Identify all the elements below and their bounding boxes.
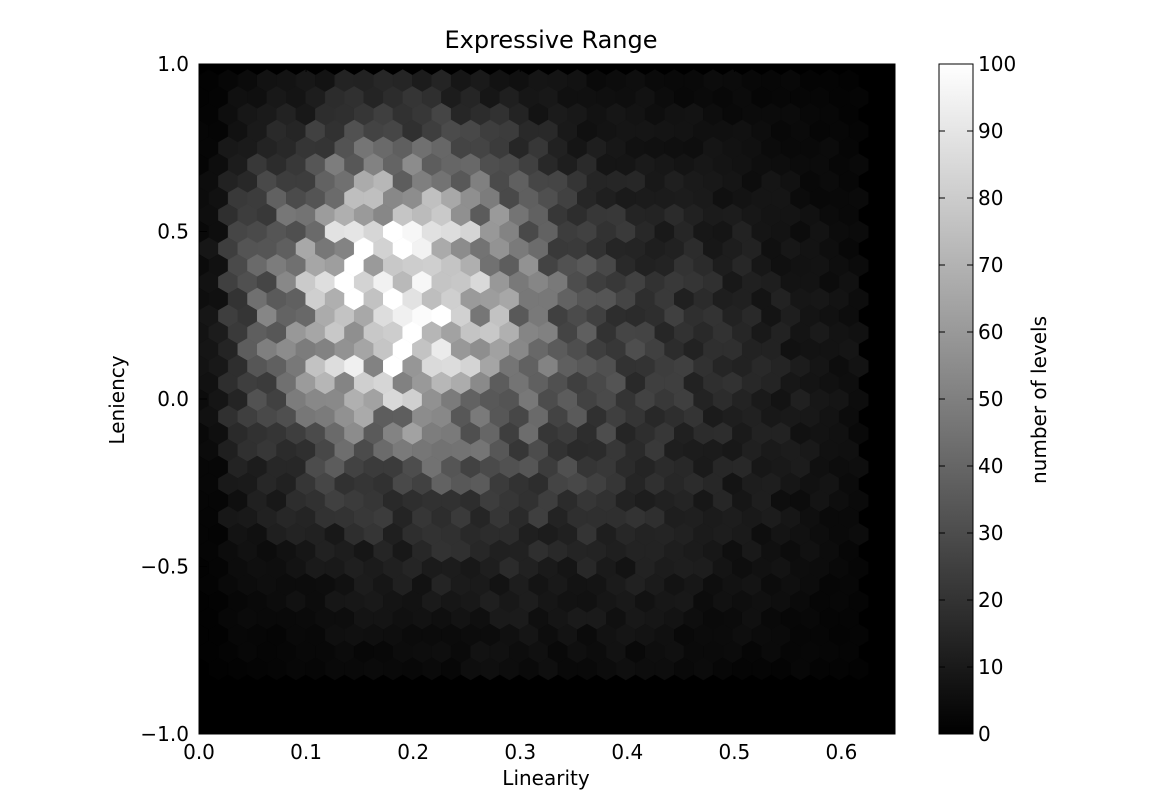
colorbar-tick-label: 90 bbox=[978, 119, 1003, 143]
x-tick-label: 0.0 bbox=[183, 740, 215, 764]
colorbar-tick-label: 60 bbox=[978, 320, 1003, 344]
x-tick-label: 0.1 bbox=[290, 740, 322, 764]
y-axis-label: Leniency bbox=[105, 355, 129, 444]
x-tick-label: 0.6 bbox=[826, 740, 858, 764]
colorbar-tick-label: 50 bbox=[978, 387, 1003, 411]
colorbar-tick-label: 70 bbox=[978, 253, 1003, 277]
hexbin-cells bbox=[199, 69, 869, 681]
x-tick-label: 0.3 bbox=[504, 740, 536, 764]
colorbar-tick-label: 0 bbox=[978, 722, 991, 746]
y-axis-ticks: −1.0 −0.5 0.0 0.5 1.0 bbox=[140, 52, 895, 746]
y-tick-label: 0.5 bbox=[157, 220, 189, 244]
y-tick-label: −0.5 bbox=[140, 555, 189, 579]
colorbar-tick-label: 80 bbox=[978, 186, 1003, 210]
colorbar-ticks: 0 10 20 30 40 50 60 70 80 90 100 bbox=[939, 52, 1016, 746]
y-tick-label: 0.0 bbox=[157, 387, 189, 411]
hex-cell bbox=[848, 657, 869, 681]
colorbar-tick-label: 10 bbox=[978, 655, 1003, 679]
x-tick-label: 0.4 bbox=[611, 740, 643, 764]
chart-title: Expressive Range bbox=[444, 26, 657, 54]
x-axis-label: Linearity bbox=[502, 766, 590, 790]
y-tick-label: −1.0 bbox=[140, 722, 189, 746]
y-tick-label: 1.0 bbox=[157, 52, 189, 76]
x-axis-ticks: 0.0 0.1 0.2 0.3 0.4 0.5 0.6 bbox=[183, 64, 857, 764]
colorbar-tick-label: 100 bbox=[978, 52, 1016, 76]
x-tick-label: 0.5 bbox=[718, 740, 750, 764]
colorbar-tick-label: 30 bbox=[978, 521, 1003, 545]
x-tick-label: 0.2 bbox=[397, 740, 429, 764]
colorbar-label: number of levels bbox=[1027, 316, 1051, 484]
colorbar-tick-label: 40 bbox=[978, 454, 1003, 478]
colorbar-tick-label: 20 bbox=[978, 588, 1003, 612]
